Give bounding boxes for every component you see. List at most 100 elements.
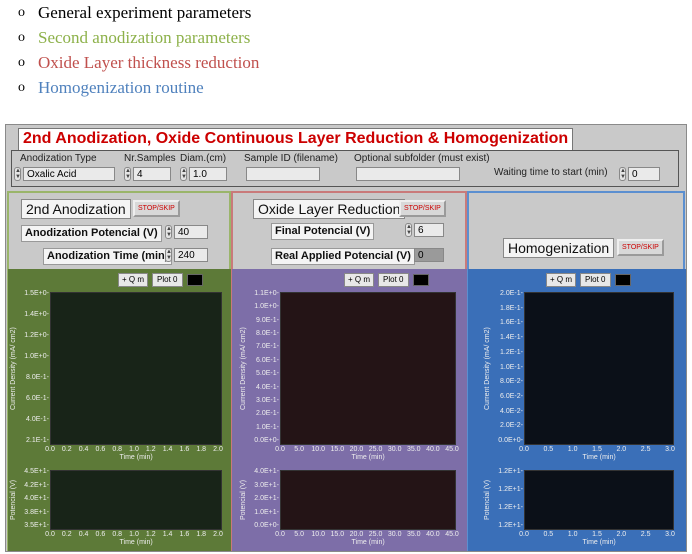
ring-arrows-icon[interactable]: ▲ ▼	[14, 167, 21, 181]
y-tick-label: 1.2E+1-	[498, 468, 523, 475]
nr-samples-input[interactable]: 4	[133, 167, 171, 181]
final-potential-increment-icon[interactable]: ▲ ▼	[405, 223, 412, 237]
homogenization-title: Homogenization	[503, 238, 615, 258]
x-axis-label: Time (min)	[119, 454, 153, 461]
bullet-marker: o	[18, 30, 25, 45]
x-tick-label: 1.2	[145, 531, 156, 538]
x-tick-label: 1.4	[162, 446, 173, 453]
anodization-time-increment-icon[interactable]: ▲ ▼	[165, 248, 172, 262]
y-tick-label: 1.8E-1-	[500, 304, 523, 312]
homogenization-stop-skip-button[interactable]: STOP/SKIP	[617, 239, 664, 256]
x-tick-label: 0.0	[519, 531, 529, 538]
graph-tools-palette[interactable]: + Q m	[344, 273, 375, 287]
y-axis-label: Current Density (mA/ cm2)	[10, 327, 17, 410]
x-tick-label: 30.0	[387, 446, 402, 453]
pan-icon[interactable]: m	[363, 275, 371, 284]
x-tick-label: 0.4	[78, 531, 89, 538]
homogenization-potential-plot[interactable]	[524, 470, 674, 530]
x-tick-label: 2.5	[640, 446, 651, 453]
waiting-time-input[interactable]: 0	[628, 167, 660, 181]
x-tick-label: 3.0	[665, 531, 675, 538]
anodization-potential-increment-icon[interactable]: ▲ ▼	[165, 225, 172, 239]
cursor-icon[interactable]: +	[550, 275, 555, 284]
final-potential-input[interactable]: 6	[414, 223, 444, 237]
zoom-icon[interactable]: Q	[128, 275, 136, 284]
x-axis-label: Time (min)	[351, 454, 385, 461]
plot-legend-swatch-icon[interactable]	[412, 274, 429, 286]
anodization-potential-plot[interactable]	[50, 470, 222, 530]
zoom-icon[interactable]: Q	[556, 275, 564, 284]
x-tick-label: 20.0	[349, 446, 364, 453]
x-tick-label: 2.5	[640, 531, 651, 538]
anodization-type-ring[interactable]: Oxalic Acid	[23, 167, 115, 181]
y-tick-label: 1.2E+1-	[498, 486, 523, 493]
y-tick-label: 2.0E-2-	[500, 422, 523, 430]
oxide-graph-toolbar: + Q m Plot 0	[344, 273, 429, 287]
x-tick-label: 0.4	[78, 446, 89, 453]
y-axis-label: Potencial (V)	[240, 479, 247, 520]
y-tick-label: 4.0E-1-	[256, 383, 279, 391]
plot-legend-swatch-icon[interactable]	[614, 274, 631, 286]
y-tick-label: 2.1E-1-	[26, 437, 49, 444]
y-tick-label: 4.0E-2-	[500, 407, 523, 415]
list-item: o Homogenization routine	[18, 75, 259, 100]
diam-increment-icon[interactable]: ▲ ▼	[180, 167, 187, 181]
y-tick-label: 1.2E+1-	[498, 522, 523, 529]
homogenization-current-plot[interactable]	[524, 292, 674, 445]
plot-legend-label[interactable]: Plot 0	[378, 273, 409, 287]
second-anodization-title: 2nd Anodization	[21, 199, 131, 219]
waiting-time-label: Waiting time to start (min)	[494, 167, 608, 178]
x-tick-label: 25.0	[368, 446, 383, 453]
oxide-potential-plot[interactable]	[280, 470, 456, 530]
y-tick-label: 4.5E+1-	[24, 468, 49, 475]
anodization-potential-input[interactable]: 40	[174, 225, 208, 239]
x-axis-label: Time (min)	[351, 539, 385, 546]
x-tick-label: 0.2	[61, 446, 72, 453]
anodization-time-label: Anodization Time (min)	[43, 248, 173, 265]
y-tick-label: 6.0E-1-	[26, 395, 49, 402]
homogenization-section: Homogenization STOP/SKIP + Q m Plot 0 2.…	[467, 191, 686, 551]
bullet-homogenization: Homogenization routine	[38, 78, 204, 97]
anodization-graph-area: + Q m Plot 0 1.5E+0- 1.4E+0- 1.2E+0- 1.0E+0…	[8, 269, 232, 551]
anodization-stop-skip-button[interactable]: STOP/SKIP	[133, 200, 180, 217]
cursor-icon[interactable]: +	[348, 275, 353, 284]
plot-legend-label[interactable]: Plot 0	[580, 273, 611, 287]
anodization-time-input[interactable]: 240	[174, 248, 208, 262]
waiting-increment-icon[interactable]: ▲ ▼	[619, 167, 626, 181]
anodization-current-plot[interactable]	[50, 292, 222, 445]
x-tick-label: 0.0	[275, 531, 285, 538]
nr-samples-label: Nr.Samples	[124, 153, 176, 164]
plot-legend-label[interactable]: Plot 0	[152, 273, 183, 287]
y-tick-label: 4.0E+1-	[254, 468, 279, 475]
sample-id-label: Sample ID (filename)	[244, 153, 338, 164]
y-axis-label: Current Density (mA/ cm2)	[240, 327, 247, 410]
pan-icon[interactable]: m	[565, 275, 573, 284]
list-item: o Second anodization parameters	[18, 25, 259, 50]
x-tick-label: 40.0	[426, 531, 440, 538]
x-tick-label: 1.8	[196, 446, 207, 453]
bullet-marker: o	[18, 5, 25, 20]
cursor-icon[interactable]: +	[122, 275, 127, 284]
oxide-reduction-title: Oxide Layer Reduction	[253, 199, 406, 219]
real-potential-indicator: 0	[414, 248, 444, 262]
x-tick-label: 45.0	[445, 446, 459, 453]
sample-id-input[interactable]	[246, 167, 320, 181]
plot-legend-swatch-icon[interactable]	[186, 274, 203, 286]
real-potential-label: Real Applied Potencial (V)	[271, 248, 415, 265]
y-tick-label: 3.0E-1-	[256, 396, 279, 404]
pan-icon[interactable]: m	[137, 275, 145, 284]
y-tick-label: 1.5E+0-	[24, 290, 49, 297]
graph-tools-palette[interactable]: + Q m	[546, 273, 577, 287]
y-tick-label: 1.2E-1-	[500, 348, 523, 356]
x-tick-label: 1.6	[179, 446, 190, 453]
nr-samples-increment-icon[interactable]: ▲ ▼	[124, 167, 131, 181]
graph-tools-palette[interactable]: + Q m	[118, 273, 149, 287]
oxide-stop-skip-button[interactable]: STOP/SKIP	[399, 200, 446, 217]
y-tick-label: 8.0E-1-	[26, 374, 49, 381]
zoom-icon[interactable]: Q	[354, 275, 362, 284]
diam-input[interactable]: 1.0	[189, 167, 227, 181]
oxide-current-plot[interactable]	[280, 292, 456, 445]
list-item: o Oxide Layer thickness reduction	[18, 50, 259, 75]
subfolder-input[interactable]	[356, 167, 460, 181]
labview-panel: 2nd Anodization, Oxide Continuous Layer …	[5, 124, 687, 552]
